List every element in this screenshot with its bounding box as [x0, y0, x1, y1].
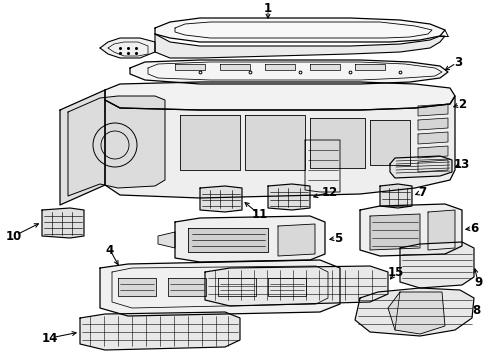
Polygon shape — [310, 118, 365, 168]
Text: 14: 14 — [42, 332, 58, 345]
Polygon shape — [218, 278, 256, 296]
Text: 5: 5 — [334, 231, 342, 244]
Polygon shape — [42, 208, 84, 238]
Polygon shape — [390, 156, 452, 178]
Polygon shape — [80, 312, 240, 350]
Polygon shape — [268, 184, 310, 210]
Polygon shape — [130, 60, 448, 84]
Polygon shape — [370, 214, 420, 250]
Polygon shape — [278, 224, 315, 256]
Polygon shape — [155, 18, 445, 42]
Polygon shape — [428, 210, 455, 250]
Polygon shape — [100, 38, 155, 58]
Text: 15: 15 — [388, 266, 404, 279]
Polygon shape — [370, 120, 410, 165]
Text: 11: 11 — [252, 208, 268, 221]
Polygon shape — [418, 146, 448, 158]
Polygon shape — [418, 104, 448, 116]
Polygon shape — [310, 64, 340, 70]
Polygon shape — [418, 132, 448, 144]
Polygon shape — [355, 64, 385, 70]
Polygon shape — [400, 242, 474, 288]
Text: 13: 13 — [454, 158, 470, 171]
Polygon shape — [355, 288, 474, 336]
Text: 10: 10 — [6, 230, 22, 243]
Polygon shape — [265, 64, 295, 70]
Polygon shape — [205, 266, 388, 306]
Polygon shape — [155, 34, 445, 58]
Polygon shape — [60, 90, 105, 205]
Polygon shape — [380, 184, 412, 208]
Text: 12: 12 — [322, 185, 338, 198]
Polygon shape — [245, 115, 305, 170]
Polygon shape — [105, 82, 455, 110]
Polygon shape — [168, 278, 206, 296]
Text: 8: 8 — [472, 303, 480, 316]
Polygon shape — [268, 278, 306, 296]
Polygon shape — [220, 64, 250, 70]
Polygon shape — [418, 118, 448, 130]
Polygon shape — [200, 186, 242, 212]
Polygon shape — [105, 96, 455, 198]
Text: 2: 2 — [458, 98, 466, 111]
Polygon shape — [175, 64, 205, 70]
Text: 7: 7 — [418, 185, 426, 198]
Polygon shape — [388, 292, 445, 334]
Polygon shape — [360, 204, 462, 256]
Polygon shape — [188, 228, 268, 252]
Polygon shape — [418, 160, 448, 172]
Polygon shape — [158, 232, 175, 248]
Polygon shape — [175, 216, 325, 262]
Text: 3: 3 — [454, 55, 462, 68]
Polygon shape — [118, 278, 156, 296]
Text: 1: 1 — [264, 1, 272, 14]
Text: 6: 6 — [470, 221, 478, 234]
Text: 9: 9 — [474, 275, 482, 288]
Polygon shape — [180, 115, 240, 170]
Polygon shape — [100, 260, 340, 316]
Text: 4: 4 — [106, 243, 114, 256]
Polygon shape — [68, 96, 165, 196]
